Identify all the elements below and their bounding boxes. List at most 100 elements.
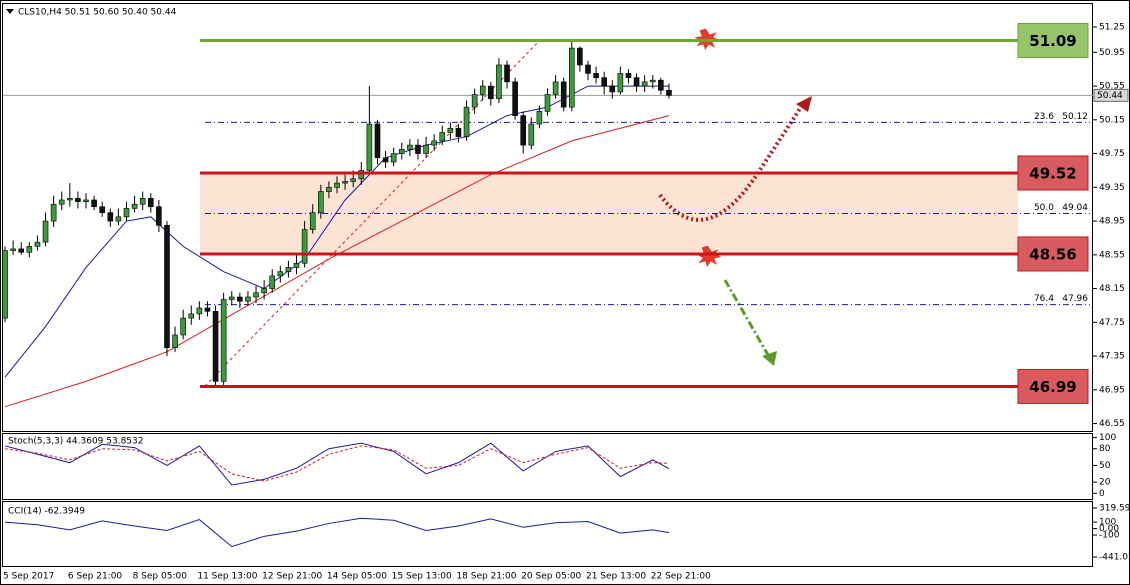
fib-price: 50.12 [1062, 112, 1088, 122]
indicator-line [5, 517, 670, 548]
candle-body [212, 311, 219, 382]
y-tick-label: 50.55 [1099, 82, 1125, 92]
candle-body [463, 106, 470, 137]
candle-body [147, 197, 154, 208]
level-label: 51.09 [1029, 32, 1076, 50]
candle-body [496, 64, 502, 100]
level-label: 46.99 [1029, 378, 1076, 396]
candle-body [237, 296, 243, 302]
x-tick-label: 21 Sep 13:00 [586, 572, 646, 582]
x-tick-label: 11 Sep 13:00 [197, 572, 257, 582]
candle-body [593, 73, 599, 78]
fib-price: 47.96 [1062, 294, 1088, 304]
candle-body [390, 153, 397, 163]
candle-body [318, 191, 324, 213]
candle-body [382, 157, 389, 163]
candle-body [107, 212, 114, 222]
down-arrow-head [762, 351, 777, 366]
level-label: 49.52 [1029, 164, 1076, 182]
candle-body [398, 149, 405, 154]
y-tick-label: 48.95 [1099, 217, 1125, 227]
x-tick-label: 8 Sep 05:00 [133, 572, 188, 582]
y-tick-label: 49.75 [1099, 149, 1125, 159]
candle-body [196, 307, 203, 315]
candle-body [666, 89, 672, 96]
x-tick-label: 14 Sep 05:00 [327, 572, 387, 582]
candle-body [123, 208, 130, 218]
indicator-line [4, 445, 669, 482]
candle-body [277, 271, 284, 277]
candle-body [577, 47, 583, 66]
y-tick-label: 100 [1099, 433, 1116, 443]
down-arrow [723, 279, 770, 356]
level-box [1017, 236, 1089, 272]
candle-body [560, 81, 567, 108]
candle-body [18, 248, 25, 253]
candle-body [568, 47, 575, 108]
candle-body [625, 73, 632, 78]
candle-body [536, 111, 543, 125]
x-tick-label: 15 Sep 13:00 [392, 572, 452, 582]
candle-body [293, 262, 300, 268]
y-tick-label: 0 [1099, 489, 1105, 499]
candle-body [342, 181, 348, 184]
candle-body [164, 224, 170, 348]
candle-body [649, 79, 656, 83]
main-pane [2, 3, 1093, 432]
candle-body [204, 307, 211, 312]
y-tick-label: 50 [1099, 461, 1111, 471]
candle-body [180, 317, 186, 336]
candle-body [358, 170, 365, 180]
candle-body [585, 64, 591, 74]
candle-body [50, 203, 57, 222]
candle-body [75, 197, 81, 202]
last-price-label: 50.44 [1097, 91, 1123, 101]
candle-body [471, 94, 478, 108]
candle-body [58, 199, 65, 205]
candle-body [115, 216, 122, 222]
candle-body [228, 296, 235, 300]
y-tick-label: 48.55 [1099, 250, 1125, 260]
y-tick-label: 49.35 [1099, 183, 1125, 193]
candle-body [544, 94, 551, 112]
candle-body [156, 206, 162, 226]
candle-body [415, 144, 421, 154]
y-tick-label: 0.00 [1099, 524, 1119, 534]
candle-body [488, 85, 494, 100]
candle-body [139, 197, 146, 205]
chart-title: CLS10,H4 50.51 50.60 50.40 50.44 [18, 8, 177, 18]
title-marker [6, 9, 14, 14]
candle-body [350, 178, 356, 182]
candle-body [326, 187, 332, 192]
candle-body [520, 115, 527, 146]
candle-body [10, 248, 16, 251]
candle-body [431, 140, 437, 146]
candle-body [658, 79, 664, 91]
candle-body [479, 85, 486, 95]
candle-body [42, 220, 49, 243]
candle-body [423, 144, 429, 154]
candle-body [172, 334, 178, 348]
y-tick-label: 48.15 [1099, 284, 1125, 294]
fib-ratio: 76.4 [1034, 294, 1054, 304]
candle-body [91, 199, 97, 208]
x-tick-label: 22 Sep 21:00 [651, 572, 711, 582]
y-tick-label: 319.597 [1099, 504, 1130, 514]
level-box [1017, 368, 1089, 404]
candle-body [609, 85, 616, 93]
y-tick-label: -441.025 [1099, 553, 1130, 563]
candle-body [447, 127, 454, 133]
y-tick-label: -100 [1099, 531, 1120, 541]
cci-title: CCI(14) -62.3949 [8, 507, 85, 517]
y-tick-label: 47.75 [1099, 318, 1125, 328]
indicator-line [4, 442, 670, 486]
candle-body [633, 77, 640, 87]
up-arrow-head [796, 96, 812, 112]
x-tick-label: 5 Sep 2017 [3, 572, 54, 582]
x-tick-label: 6 Sep 21:00 [68, 572, 123, 582]
candle-body [512, 81, 518, 116]
candle-body [439, 132, 446, 142]
y-tick-label: 46.55 [1099, 419, 1125, 429]
last-price-box [1093, 88, 1129, 102]
